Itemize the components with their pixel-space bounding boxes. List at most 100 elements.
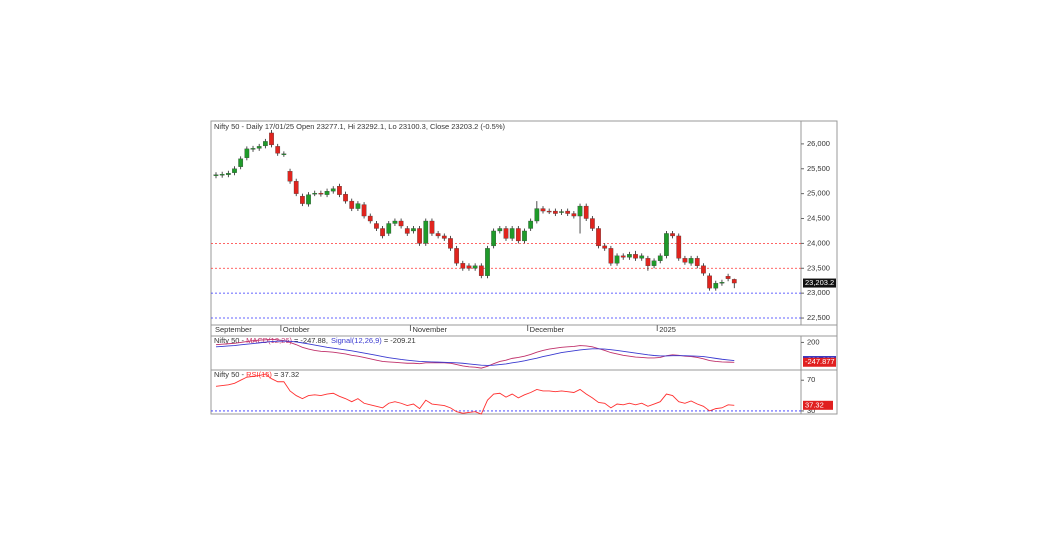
candle-body — [707, 275, 712, 289]
panel-title-prefix: Nifty 50 - — [214, 370, 246, 379]
candle-body — [577, 205, 583, 217]
candle-body — [503, 228, 509, 239]
candle-body — [553, 210, 558, 214]
y-tick-label: 23,000 — [807, 288, 830, 297]
y-tick-label: 22,500 — [807, 313, 830, 322]
price-tag-label: 23,203.2 — [805, 278, 834, 287]
candle-body — [281, 153, 287, 155]
candle-body — [590, 218, 595, 229]
y-tick-label: 25,000 — [807, 189, 830, 198]
candle-body — [682, 258, 688, 263]
y-tick-label: 26,000 — [807, 139, 830, 148]
candle-body — [540, 208, 546, 212]
panel-title: Nifty 50 - MACD(12,26) = -247.88, Signal(1… — [214, 336, 416, 345]
panel-title: Nifty 50 - RSI(15) = 37.32 — [214, 370, 299, 379]
candle-body — [571, 213, 577, 217]
legend-entry: RSI(15) — [246, 370, 272, 379]
candle-body — [651, 260, 657, 266]
candle-body — [534, 208, 540, 222]
candle-body — [263, 141, 268, 147]
candle-body — [478, 265, 484, 276]
candle-body — [546, 210, 552, 213]
candle-body — [608, 248, 614, 264]
price-tag — [803, 400, 833, 410]
x-tick-label: September — [215, 325, 252, 334]
candle-body — [293, 181, 299, 194]
candle-body — [596, 228, 601, 247]
legend-entry: Signal(12,26,9) — [331, 336, 382, 345]
x-tick-label: November — [412, 325, 447, 334]
candle-body — [441, 235, 447, 239]
y-tick-label: 24,000 — [807, 238, 830, 247]
candle-body — [404, 228, 410, 234]
candle-body — [411, 228, 416, 232]
candle-body — [559, 211, 564, 213]
candle-body — [225, 173, 231, 175]
legend-value: = 37.32 — [274, 370, 299, 379]
candle-body — [386, 223, 392, 234]
candle-body — [435, 233, 441, 237]
panel-title-prefix: Nifty 50 - — [214, 336, 246, 345]
candle-body — [515, 228, 521, 242]
candle-body — [306, 194, 311, 205]
y-tick-label: 23,500 — [807, 263, 830, 272]
frame — [210, 120, 838, 415]
legend-entry: MACD(12,26) — [246, 336, 292, 345]
candle-body — [620, 255, 626, 258]
candle-body — [256, 146, 262, 149]
y-tick-label: 24,500 — [807, 214, 830, 223]
candle-body — [713, 283, 719, 289]
candle-body — [664, 233, 669, 256]
candle-body — [522, 230, 527, 242]
candle-body — [645, 258, 651, 266]
candle-body — [688, 258, 694, 264]
candle-body — [232, 168, 237, 173]
candle-body — [343, 193, 348, 202]
candle-body — [657, 255, 663, 261]
candle-body — [300, 195, 305, 204]
candle-body — [485, 248, 490, 276]
candle-body — [448, 238, 453, 249]
candle-body — [312, 192, 318, 195]
y-tick-label: 70 — [807, 375, 815, 384]
x-tick-label: 2025 — [659, 325, 676, 334]
candle-body — [466, 265, 472, 269]
candle-body — [725, 276, 731, 279]
candle-body — [337, 186, 342, 195]
candle-body — [213, 174, 219, 176]
price-tag — [803, 357, 836, 367]
candle-body — [392, 220, 398, 224]
candle-body — [633, 254, 638, 259]
candle-body — [275, 146, 281, 154]
candle-body — [472, 265, 478, 269]
price-tag — [803, 278, 836, 288]
price-tag-label: -247.877 — [805, 357, 835, 366]
candle-body — [454, 248, 459, 264]
y-tick-label: 25,500 — [807, 164, 830, 173]
candle-body — [497, 228, 503, 232]
candle-body — [318, 192, 324, 195]
y-tick-label: 200 — [807, 337, 820, 346]
candle-body — [565, 210, 571, 214]
candle-body — [614, 255, 620, 264]
candle-body — [602, 245, 608, 249]
candle-body — [374, 223, 379, 229]
candle-body — [349, 200, 355, 209]
candle-body — [676, 235, 682, 259]
legend-value: = -209.21 — [384, 336, 416, 345]
indicator-line — [215, 373, 735, 415]
candle-body — [583, 205, 589, 219]
x-tick-label: December — [530, 325, 565, 334]
candle-body — [701, 265, 706, 274]
candle-body — [639, 255, 645, 259]
legend-value: = -247.88, — [294, 336, 328, 345]
candle-body — [509, 228, 515, 239]
candle-body — [330, 188, 336, 192]
candle-body — [460, 263, 466, 269]
candle-body — [287, 171, 293, 182]
candle-body — [398, 220, 404, 227]
candle-body — [361, 204, 367, 217]
chart-title: Nifty 50 - Daily 17/01/25 Open 23277.1, … — [214, 122, 506, 131]
candle-body — [324, 191, 330, 195]
